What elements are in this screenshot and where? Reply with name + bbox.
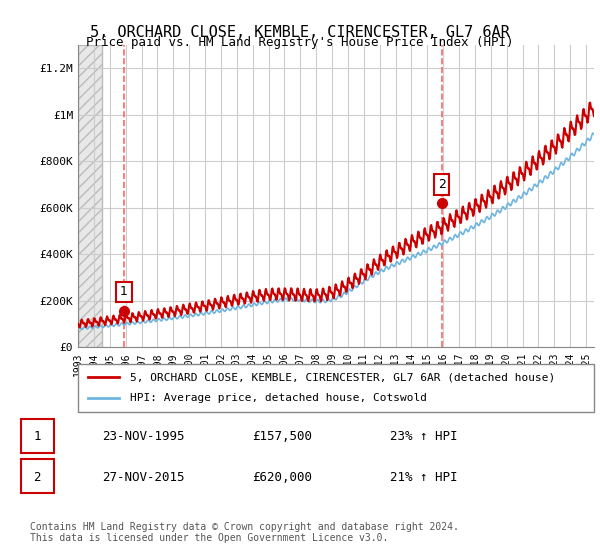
- Text: 5, ORCHARD CLOSE, KEMBLE, CIRENCESTER, GL7 6AR: 5, ORCHARD CLOSE, KEMBLE, CIRENCESTER, G…: [90, 25, 510, 40]
- Text: 27-NOV-2015: 27-NOV-2015: [102, 470, 185, 484]
- Text: Contains HM Land Registry data © Crown copyright and database right 2024.
This d: Contains HM Land Registry data © Crown c…: [30, 521, 459, 543]
- Text: 5, ORCHARD CLOSE, KEMBLE, CIRENCESTER, GL7 6AR (detached house): 5, ORCHARD CLOSE, KEMBLE, CIRENCESTER, G…: [130, 372, 555, 382]
- Text: HPI: Average price, detached house, Cotswold: HPI: Average price, detached house, Cots…: [130, 393, 427, 403]
- FancyBboxPatch shape: [21, 459, 54, 493]
- Text: 1: 1: [34, 430, 41, 444]
- Text: 2: 2: [34, 470, 41, 484]
- Text: £157,500: £157,500: [252, 430, 312, 444]
- Text: 1: 1: [120, 286, 128, 298]
- Text: 23% ↑ HPI: 23% ↑ HPI: [390, 430, 458, 444]
- FancyBboxPatch shape: [78, 364, 594, 412]
- Text: 23-NOV-1995: 23-NOV-1995: [102, 430, 185, 444]
- Bar: [78, 45, 102, 347]
- Text: 2: 2: [437, 178, 446, 191]
- Text: £620,000: £620,000: [252, 470, 312, 484]
- Text: 21% ↑ HPI: 21% ↑ HPI: [390, 470, 458, 484]
- FancyBboxPatch shape: [21, 419, 54, 453]
- Bar: [78, 45, 102, 347]
- Text: Price paid vs. HM Land Registry's House Price Index (HPI): Price paid vs. HM Land Registry's House …: [86, 36, 514, 49]
